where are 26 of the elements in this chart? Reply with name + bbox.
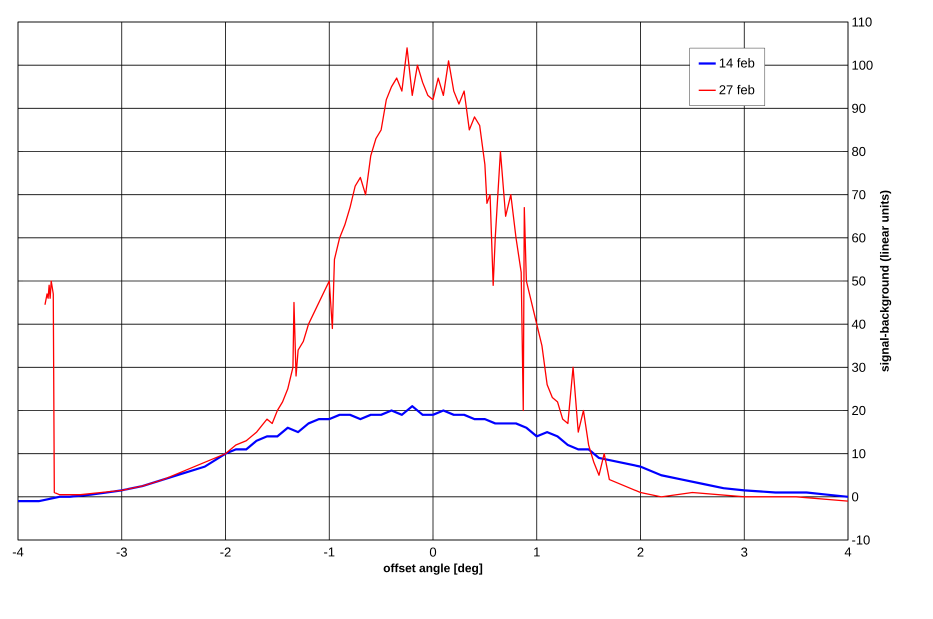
y-tick-label: 110: [852, 17, 872, 27]
x-tick-label: -4: [12, 548, 24, 556]
x-tick-label: 1: [534, 548, 540, 556]
x-tick-label: -3: [116, 548, 127, 557]
x-tick-label: 2: [638, 548, 644, 557]
y-tick-label: 50: [852, 276, 866, 286]
y-tick-label: -10: [852, 535, 870, 545]
y-tick-label: 80: [852, 146, 866, 156]
x-tick-label: -2: [220, 548, 231, 557]
y-tick-label: 60: [852, 233, 866, 242]
y-tick-label: 70: [852, 190, 866, 200]
legend-label: 27 feb: [719, 84, 754, 94]
y-tick-label: 0: [852, 492, 858, 502]
legend-label: 14 feb: [720, 58, 754, 68]
y-tick-label: 30: [852, 362, 866, 372]
y-tick-label: 20: [852, 406, 866, 416]
y-axis-title: signal-background (linear units): [880, 190, 892, 372]
y-tick-label: 100: [852, 60, 873, 70]
y-tick-label: 40: [852, 320, 866, 329]
x-axis-title: offset angle [deg]: [384, 564, 482, 575]
y-tick-label: 90: [852, 104, 866, 113]
x-tick-label: 4: [844, 548, 852, 556]
x-tick-label: 3: [741, 548, 748, 557]
y-tick-label: 10: [852, 449, 866, 458]
x-tick-label: -1: [324, 548, 334, 556]
x-tick-label: 0: [430, 548, 436, 557]
